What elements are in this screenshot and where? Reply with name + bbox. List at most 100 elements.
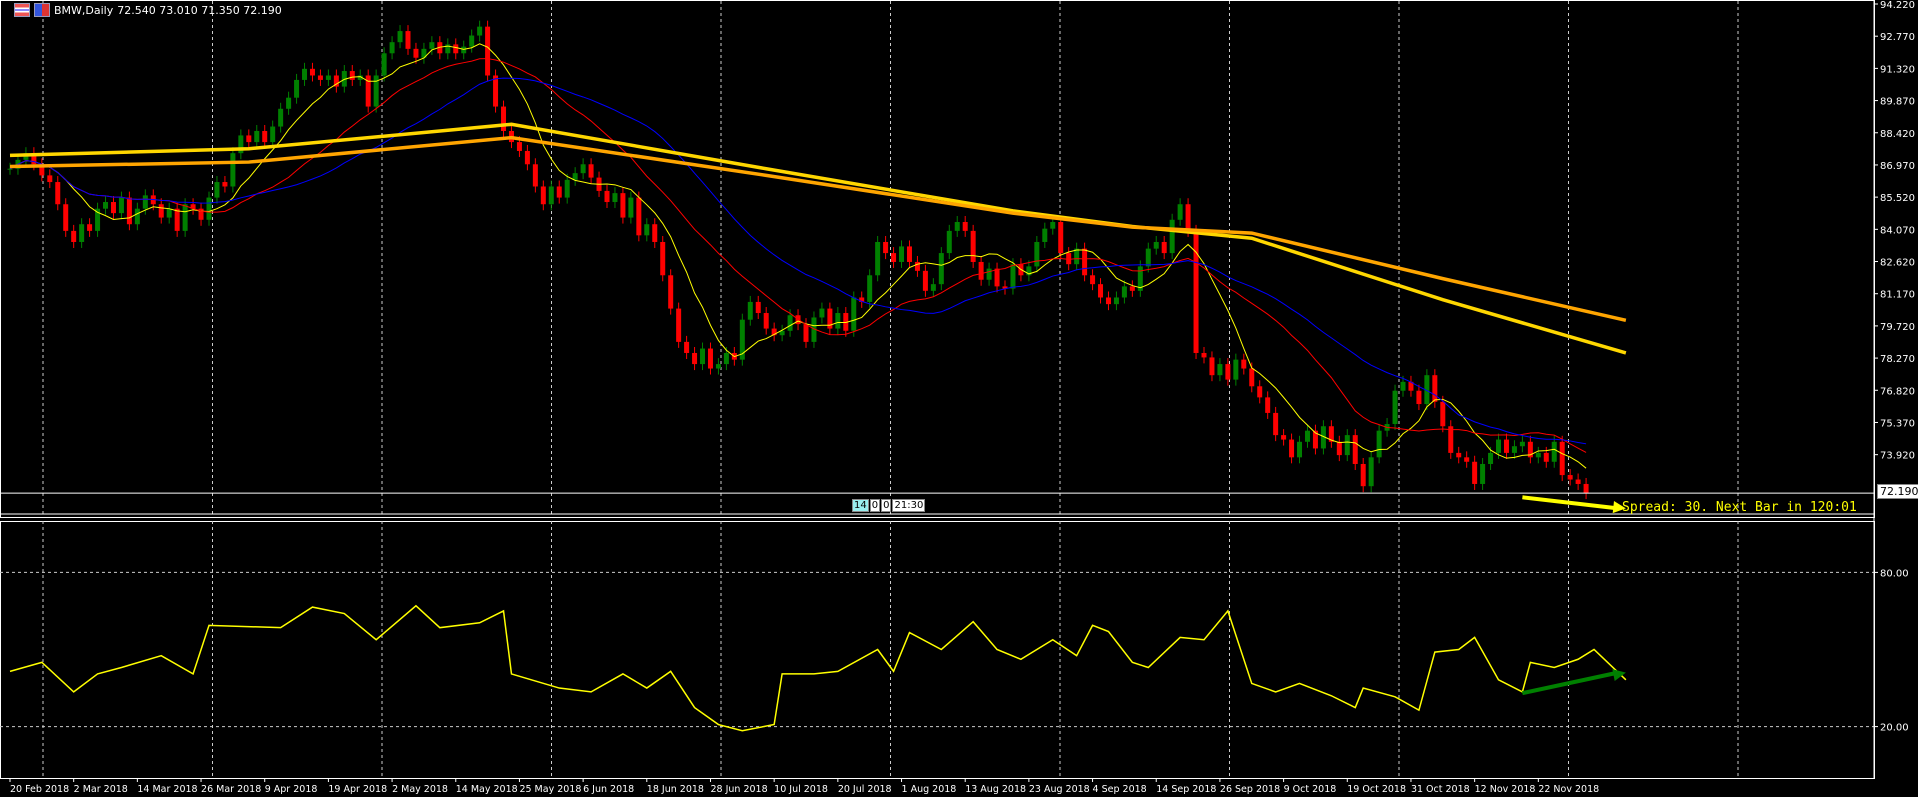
candle-body [270,126,276,143]
candle-body [1265,397,1271,413]
candle-body [317,75,323,80]
candle-body [206,197,212,220]
candle-body [1082,248,1088,276]
candle-body [1297,441,1303,458]
candle-body [294,79,300,98]
candle-body [1074,248,1080,265]
candle-body [891,253,897,262]
candle-body [763,313,769,329]
candle-body [843,313,849,331]
candle-body [1488,452,1494,464]
candle-body [867,275,873,302]
candle-body [1066,253,1072,265]
spread-info: Spread: 30. Next Bar in 120:01 [1622,500,1857,515]
candle-body [859,297,865,302]
candle-body [954,222,960,231]
x-tick-label: 13 Aug 2018 [965,784,1026,795]
candle-body [1289,439,1295,458]
candle-body [1042,228,1048,242]
y-tick-label: 86.970 [1880,161,1915,172]
y-tick-label: 76.820 [1880,386,1915,397]
y-tick-label: 92.770 [1880,32,1915,43]
candle-body [214,182,220,198]
candle-body [739,319,745,360]
candle-body [930,284,936,291]
candle-body [397,31,403,43]
candle-body [1153,241,1159,249]
y-tick-label: 85.520 [1880,193,1915,204]
candle-body [978,261,984,280]
level-label: 80.00 [1880,568,1909,579]
candle-body [1583,483,1589,494]
candle-body [469,35,475,47]
candle-body [405,31,411,49]
candle-body [47,175,53,183]
candle-body [1137,266,1143,291]
candle-body [771,328,777,336]
candle-body [524,150,530,165]
candle-body [230,153,236,187]
candle-body [1304,430,1310,442]
candle-body [1408,381,1414,391]
candle-body [1177,204,1183,220]
candle-body [373,75,379,107]
moving-average-line [9,58,1587,453]
candle-body [676,308,682,342]
candle-body [198,208,204,220]
candle-body [1050,222,1056,229]
candle-body [588,164,594,178]
candle-body [628,197,634,218]
y-tick-label: 89.870 [1880,97,1915,108]
candle-body [803,324,809,342]
time-readout: 14 0 0 21:30 [852,499,926,512]
candle-body [389,42,395,54]
x-tick-label: 31 Oct 2018 [1411,784,1470,795]
candle-body [71,230,77,242]
candle-body [906,246,912,262]
candle-body [612,193,618,203]
candle-body [970,230,976,262]
candle-body [1241,359,1247,369]
candle-body [461,46,467,54]
candle-body [39,164,45,176]
candle-body [174,208,180,231]
candle-body [429,42,435,49]
y-tick-label: 88.420 [1880,129,1915,140]
candle-body [1480,463,1486,484]
candle-body [779,330,785,336]
candle-body [134,208,140,225]
candle-body [166,208,172,218]
current-price-tag: 72.190 [1877,484,1918,499]
candle-body [1551,441,1557,462]
x-tick-label: 12 Nov 2018 [1475,784,1536,795]
candle-body [246,135,252,143]
x-tick-label: 25 May 2018 [519,784,581,795]
candle-body [1519,441,1525,447]
candle-body [692,352,698,365]
x-tick-label: 2 May 2018 [392,784,448,795]
level-label: 20.00 [1880,723,1909,734]
candle-body [1336,441,1342,456]
candle-body [7,168,13,170]
chart-window-icon [14,3,30,17]
candle-body [1472,461,1478,484]
candle-body [118,197,124,214]
candle-body [1113,297,1119,305]
candle-body [787,315,793,331]
x-tick-label: 26 Sep 2018 [1220,784,1280,795]
candle-body [142,195,148,209]
moving-average-line [9,77,1587,445]
candle-body [723,352,729,365]
candle-body [1440,401,1446,427]
candle-body [31,153,37,165]
x-tick-label: 23 Aug 2018 [1029,784,1090,795]
chart-header: BMW,Daily 72.540 73.010 71.350 72.190 [14,2,282,18]
candle-body [811,317,817,342]
candle-body [445,44,451,54]
candle-body [325,75,331,80]
y-tick-label: 78.270 [1880,354,1915,365]
candle-body [1368,457,1374,487]
candle-body [1090,275,1096,285]
candle-body [938,253,944,285]
